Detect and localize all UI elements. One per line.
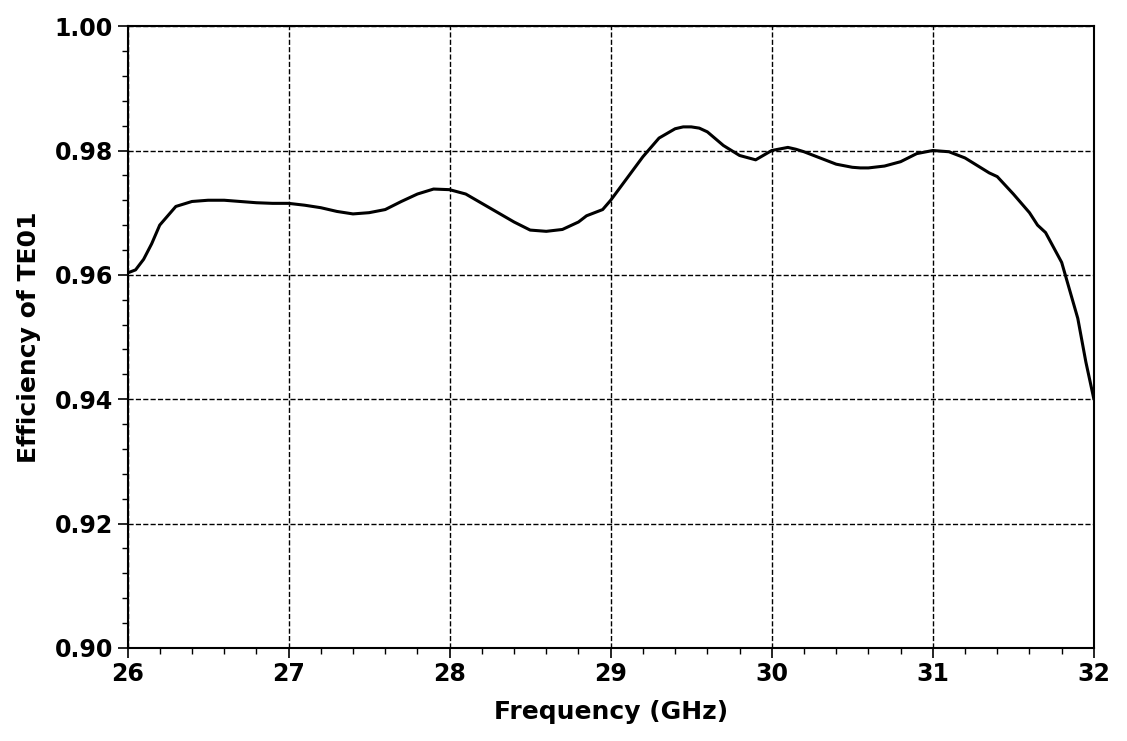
Y-axis label: Efficiency of TE01: Efficiency of TE01 [17, 211, 41, 463]
X-axis label: Frequency (GHz): Frequency (GHz) [494, 700, 728, 725]
